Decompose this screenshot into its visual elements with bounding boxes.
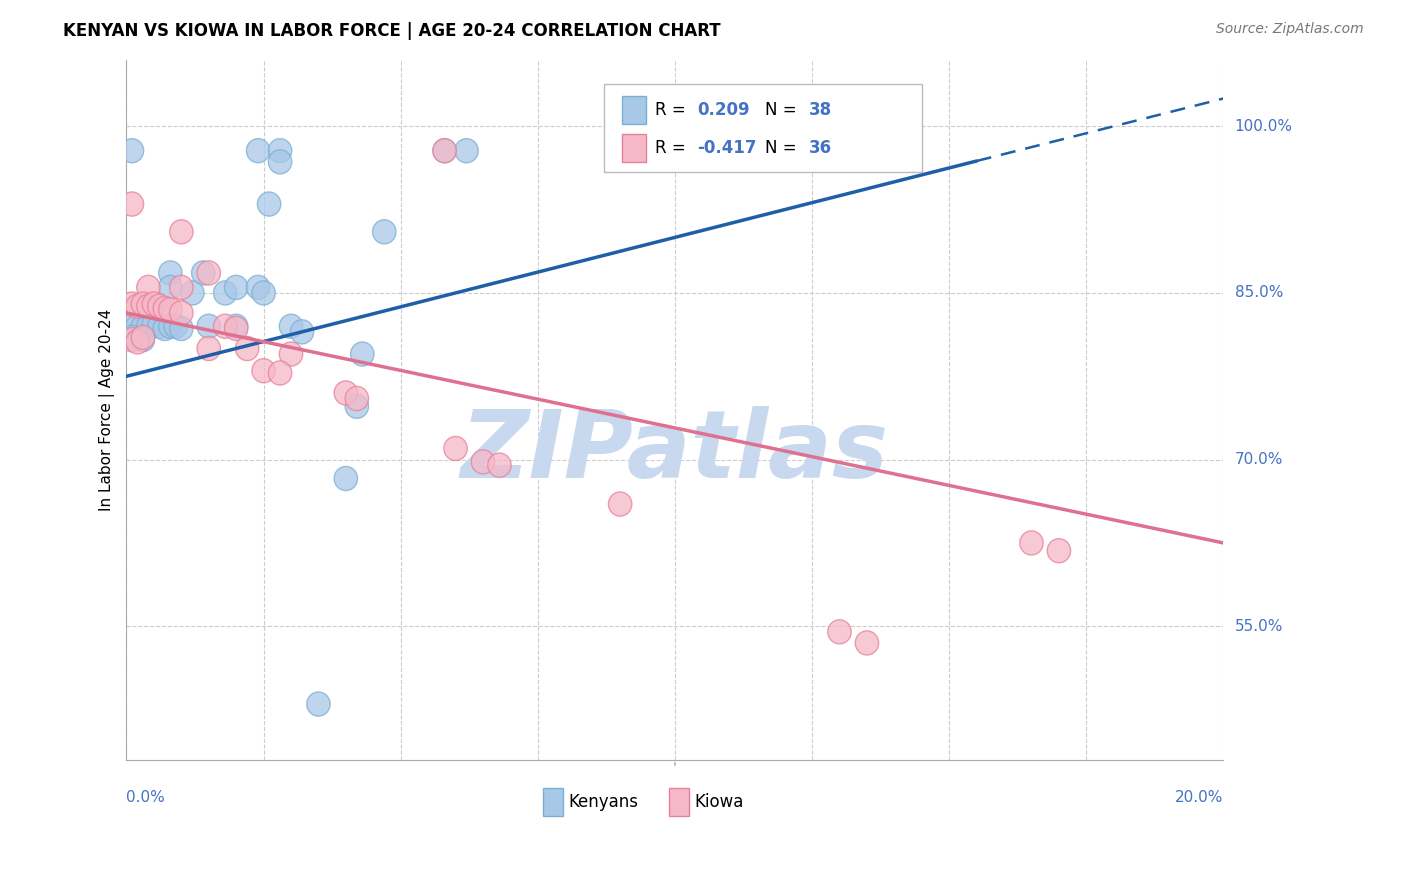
- Ellipse shape: [235, 336, 259, 360]
- Ellipse shape: [433, 138, 457, 162]
- Ellipse shape: [159, 314, 181, 338]
- Ellipse shape: [159, 260, 181, 285]
- Text: 100.0%: 100.0%: [1234, 119, 1292, 134]
- Ellipse shape: [131, 292, 155, 316]
- Ellipse shape: [148, 294, 172, 318]
- Ellipse shape: [773, 138, 796, 162]
- Ellipse shape: [159, 298, 181, 322]
- Ellipse shape: [170, 219, 193, 244]
- Text: 85.0%: 85.0%: [1234, 285, 1282, 301]
- Ellipse shape: [828, 620, 851, 644]
- Ellipse shape: [225, 314, 247, 338]
- Ellipse shape: [307, 692, 330, 716]
- Ellipse shape: [131, 327, 155, 351]
- Ellipse shape: [125, 314, 149, 338]
- Bar: [623, 95, 647, 124]
- Bar: [623, 134, 647, 162]
- Ellipse shape: [131, 314, 155, 338]
- Bar: [543, 788, 562, 815]
- Ellipse shape: [454, 138, 478, 162]
- Text: R =: R =: [655, 101, 692, 119]
- Ellipse shape: [344, 394, 368, 418]
- Ellipse shape: [855, 631, 879, 655]
- Text: ZIPatlas: ZIPatlas: [461, 406, 889, 498]
- Ellipse shape: [170, 276, 193, 300]
- Ellipse shape: [197, 260, 221, 285]
- Ellipse shape: [252, 359, 276, 383]
- Ellipse shape: [125, 294, 149, 318]
- Text: KENYAN VS KIOWA IN LABOR FORCE | AGE 20-24 CORRELATION CHART: KENYAN VS KIOWA IN LABOR FORCE | AGE 20-…: [63, 22, 721, 40]
- Y-axis label: In Labor Force | Age 20-24: In Labor Force | Age 20-24: [100, 309, 115, 511]
- Ellipse shape: [1019, 531, 1043, 555]
- Ellipse shape: [707, 138, 731, 162]
- Ellipse shape: [125, 330, 149, 354]
- Ellipse shape: [191, 260, 215, 285]
- Ellipse shape: [433, 138, 457, 162]
- Ellipse shape: [1047, 539, 1070, 563]
- Text: 70.0%: 70.0%: [1234, 452, 1282, 467]
- Ellipse shape: [136, 294, 160, 318]
- Text: R =: R =: [655, 139, 692, 157]
- Ellipse shape: [165, 314, 187, 338]
- Ellipse shape: [252, 281, 276, 305]
- Text: 36: 36: [808, 139, 832, 157]
- Ellipse shape: [471, 450, 495, 474]
- Ellipse shape: [170, 317, 193, 341]
- Ellipse shape: [344, 386, 368, 410]
- Ellipse shape: [214, 281, 236, 305]
- Ellipse shape: [335, 381, 357, 405]
- Ellipse shape: [707, 138, 731, 162]
- Ellipse shape: [121, 292, 143, 316]
- Ellipse shape: [153, 317, 177, 341]
- Ellipse shape: [214, 314, 236, 338]
- Ellipse shape: [197, 336, 221, 360]
- Ellipse shape: [153, 296, 177, 320]
- Ellipse shape: [121, 327, 143, 351]
- Ellipse shape: [142, 292, 166, 316]
- Ellipse shape: [225, 276, 247, 300]
- Ellipse shape: [280, 342, 302, 366]
- Text: 0.0%: 0.0%: [127, 790, 166, 805]
- Ellipse shape: [350, 342, 374, 366]
- Ellipse shape: [136, 314, 160, 338]
- Text: -0.417: -0.417: [697, 139, 756, 157]
- Ellipse shape: [136, 276, 160, 300]
- Text: 0.209: 0.209: [697, 101, 749, 119]
- Ellipse shape: [148, 314, 172, 338]
- Ellipse shape: [121, 138, 143, 162]
- Ellipse shape: [444, 436, 467, 460]
- Ellipse shape: [609, 492, 631, 516]
- Ellipse shape: [170, 301, 193, 325]
- FancyBboxPatch shape: [603, 84, 922, 171]
- Bar: [669, 788, 689, 815]
- Ellipse shape: [257, 192, 281, 216]
- Ellipse shape: [488, 453, 512, 477]
- Ellipse shape: [269, 361, 292, 385]
- Ellipse shape: [269, 150, 292, 174]
- Text: 20.0%: 20.0%: [1175, 790, 1223, 805]
- Text: Kenyans: Kenyans: [568, 793, 638, 811]
- Text: N =: N =: [765, 139, 801, 157]
- Ellipse shape: [121, 314, 143, 338]
- Ellipse shape: [280, 314, 302, 338]
- Ellipse shape: [335, 467, 357, 491]
- Ellipse shape: [246, 276, 270, 300]
- Ellipse shape: [121, 192, 143, 216]
- Text: N =: N =: [765, 101, 801, 119]
- Ellipse shape: [197, 314, 221, 338]
- Ellipse shape: [225, 317, 247, 341]
- Ellipse shape: [246, 138, 270, 162]
- Text: Source: ZipAtlas.com: Source: ZipAtlas.com: [1216, 22, 1364, 37]
- Text: 55.0%: 55.0%: [1234, 619, 1282, 634]
- Ellipse shape: [142, 312, 166, 336]
- Ellipse shape: [180, 281, 204, 305]
- Text: Kiowa: Kiowa: [695, 793, 744, 811]
- Ellipse shape: [121, 326, 143, 350]
- Ellipse shape: [373, 219, 396, 244]
- Ellipse shape: [159, 276, 181, 300]
- Text: 38: 38: [808, 101, 832, 119]
- Ellipse shape: [290, 319, 314, 344]
- Ellipse shape: [269, 138, 292, 162]
- Ellipse shape: [131, 326, 155, 350]
